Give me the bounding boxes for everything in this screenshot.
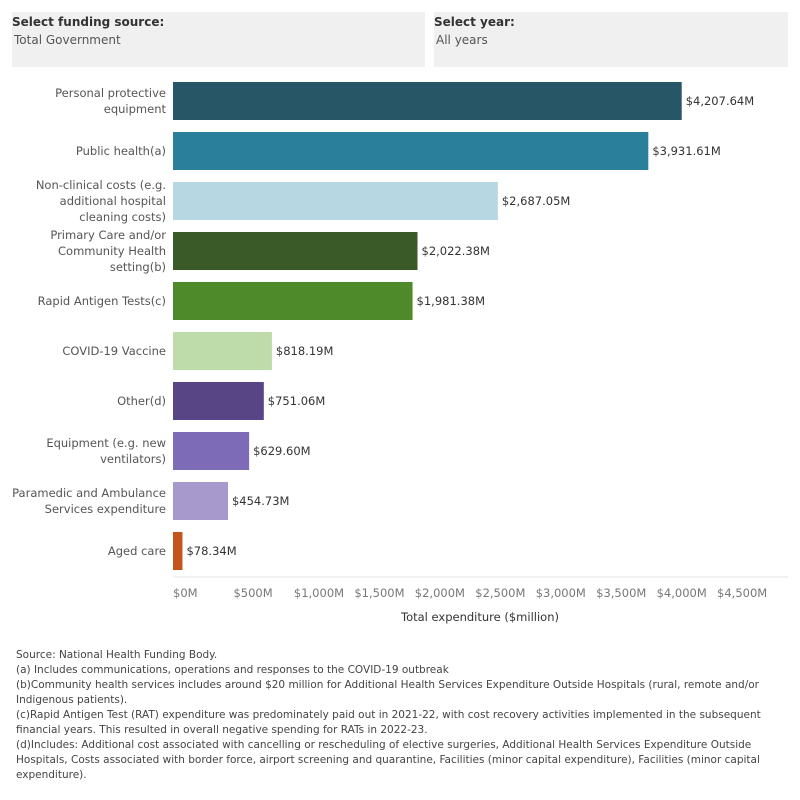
- bar-6: [173, 382, 264, 420]
- value-label-5: $818.19M: [276, 344, 333, 358]
- year-label: Select year:: [434, 15, 515, 29]
- x-tick-label-6: $3,000M: [536, 586, 586, 600]
- bar-4: [173, 282, 413, 320]
- bar-1: [173, 132, 649, 170]
- value-label-1: $3,931.61M: [652, 144, 720, 158]
- year-value[interactable]: All years: [436, 33, 488, 47]
- value-label-3: $2,022.38M: [422, 244, 490, 258]
- funding-source-label: Select funding source:: [12, 15, 165, 29]
- category-label-1: Public health(a): [76, 144, 166, 158]
- x-tick-label-1: $500M: [233, 586, 272, 600]
- x-tick-label-8: $4,000M: [657, 586, 707, 600]
- category-label-9: Aged care: [108, 544, 166, 558]
- value-label-9: $78.34M: [186, 544, 236, 558]
- footnote-c: (c)Rapid Antigen Test (RAT) expenditure …: [16, 709, 761, 736]
- bar-9: [173, 532, 183, 570]
- bar-7: [173, 432, 250, 470]
- value-label-7: $629.60M: [253, 444, 310, 458]
- value-label-4: $1,981.38M: [417, 294, 485, 308]
- bar-5: [173, 332, 272, 370]
- funding-source-value[interactable]: Total Government: [14, 33, 121, 47]
- x-tick-label-5: $2,500M: [475, 586, 525, 600]
- x-tick-label-2: $1,000M: [294, 586, 344, 600]
- value-label-6: $751.06M: [268, 394, 325, 408]
- x-tick-label-9: $4,500M: [717, 586, 767, 600]
- bar-3: [173, 232, 418, 270]
- x-tick-label-4: $2,000M: [415, 586, 465, 600]
- category-label-8: Paramedic and Ambulance Services expendit…: [12, 486, 166, 516]
- footnote-source: Source: National Health Funding Body.: [16, 649, 218, 661]
- footnote-b: (b)Community health services includes ar…: [16, 679, 759, 706]
- category-label-2: Non-clinical costs (e.g. additional hospi…: [36, 178, 166, 224]
- x-tick-label-3: $1,500M: [354, 586, 404, 600]
- bar-0: [173, 82, 682, 120]
- category-label-7: Equipment (e.g. new ventilators): [46, 436, 166, 466]
- expenditure-bar-chart: $4,207.64M Personal protective equipment $3…: [12, 82, 788, 624]
- value-label-2: $2,687.05M: [502, 194, 570, 208]
- x-axis-title: Total expenditure ($million): [400, 610, 559, 624]
- funding-source-filter[interactable]: Select funding source: Total Government: [12, 12, 425, 67]
- x-tick-label-7: $3,500M: [596, 586, 646, 600]
- bar-8: [173, 482, 228, 520]
- footnote-d: (d)Includes: Additional cost associated …: [16, 739, 760, 781]
- value-label-0: $4,207.64M: [686, 94, 754, 108]
- category-label-4: Rapid Antigen Tests(c): [38, 294, 166, 308]
- category-label-6: Other(d): [117, 394, 166, 408]
- year-filter[interactable]: Select year: All years: [434, 12, 788, 67]
- category-label-3: Primary Care and/or Community Health setti…: [50, 228, 166, 274]
- footnote-a: (a) Includes communications, operations …: [16, 664, 449, 676]
- x-tick-label-0: $0M: [173, 586, 198, 600]
- category-label-5: COVID-19 Vaccine: [62, 344, 166, 358]
- value-label-8: $454.73M: [232, 494, 289, 508]
- bar-2: [173, 182, 498, 220]
- category-label-0: Personal protective equipment: [55, 86, 166, 116]
- footnotes: Source: National Health Funding Body. (a…: [16, 648, 786, 783]
